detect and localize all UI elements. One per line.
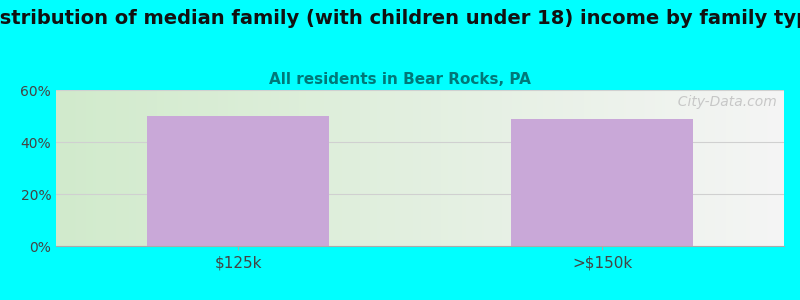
Bar bbox=[511, 118, 693, 246]
Bar bbox=[147, 116, 329, 246]
Text: Distribution of median family (with children under 18) income by family type: Distribution of median family (with chil… bbox=[0, 9, 800, 28]
Text: City-Data.com: City-Data.com bbox=[669, 95, 777, 109]
Text: All residents in Bear Rocks, PA: All residents in Bear Rocks, PA bbox=[269, 72, 531, 87]
